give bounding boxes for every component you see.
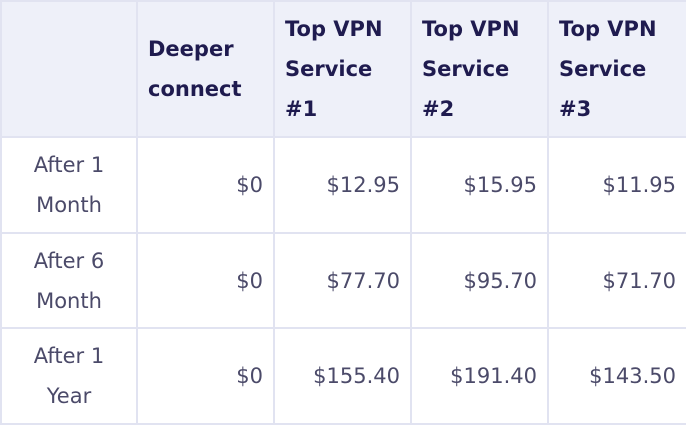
cell: $11.95 [547,136,686,234]
row-label: After 6 Month [0,231,138,330]
header-row: Deeper connect Top VPN Service #1 Top VP… [0,0,686,139]
table-row: After 6 Month $0 $77.70 $95.70 $71.70 [0,231,686,330]
cell: $95.70 [410,231,549,330]
cell: $191.40 [410,327,549,425]
row-label: After 1 Year [0,327,138,425]
row-label: After 1 Month [0,136,138,234]
header-vpn-2: Top VPN Service #2 [410,0,549,139]
header-vpn-1: Top VPN Service #1 [273,0,412,139]
cell: $0 [136,327,275,425]
cell: $155.40 [273,327,412,425]
cell: $15.95 [410,136,549,234]
cell: $12.95 [273,136,412,234]
cell: $71.70 [547,231,686,330]
cell: $143.50 [547,327,686,425]
header-vpn-3: Top VPN Service #3 [547,0,686,139]
table-row: After 1 Month $0 $12.95 $15.95 $11.95 [0,136,686,234]
header-deeper-connect: Deeper connect [136,0,275,139]
header-empty [0,0,138,139]
cell: $0 [136,231,275,330]
cell: $0 [136,136,275,234]
cell: $77.70 [273,231,412,330]
table-row: After 1 Year $0 $155.40 $191.40 $143.50 [0,327,686,425]
